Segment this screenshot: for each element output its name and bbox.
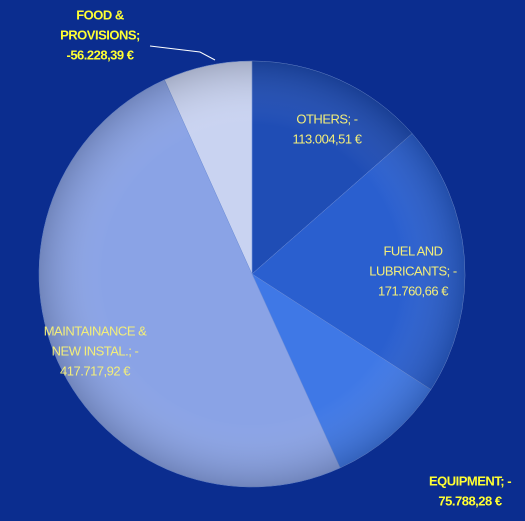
data-label: OTHERS; - — [296, 111, 357, 126]
data-label: 113.004,51 € — [293, 131, 363, 146]
data-label: NEW INSTAL.; - — [52, 343, 139, 358]
data-label: LUBRICANTS; - — [369, 263, 457, 278]
leader-line — [149, 45, 216, 61]
data-label: 417.717,92 € — [60, 363, 131, 378]
pie-shade — [39, 61, 465, 487]
data-label: FOOD & — [76, 7, 124, 22]
data-label: 75.788,28 € — [438, 493, 501, 508]
data-label: EQUIPMENT; - — [429, 473, 511, 488]
data-label: FUEL AND — [383, 243, 442, 258]
data-label: 171.760,66 € — [378, 283, 449, 298]
data-label: PROVISIONS; — [60, 27, 140, 42]
data-label: -56.228,39 € — [66, 47, 133, 62]
data-label: MAINTAINANCE & — [44, 323, 147, 338]
